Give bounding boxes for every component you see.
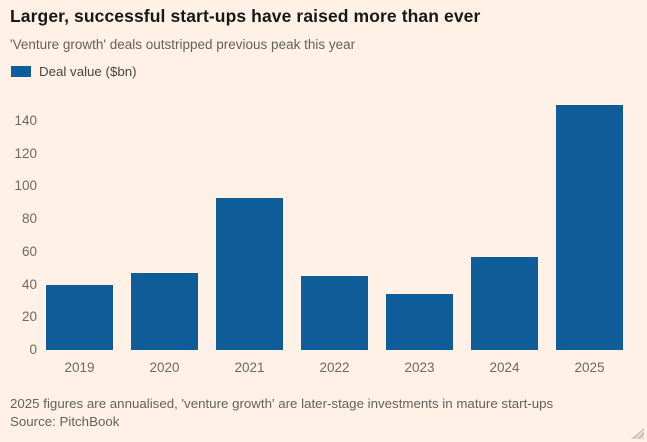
y-tick-label: 120 (14, 145, 37, 161)
x-tick-label-2025: 2025 (574, 360, 605, 375)
x-tick-label-2021: 2021 (234, 360, 265, 375)
bar-2025 (556, 104, 623, 350)
x-tick-label-2023: 2023 (404, 360, 435, 375)
chart-source: Source: PitchBook (10, 414, 120, 429)
chart-footnote: 2025 figures are annualised, 'venture gr… (10, 396, 554, 411)
y-tick-label: 100 (14, 178, 37, 194)
bar-2023 (386, 294, 453, 350)
chart-subtitle: 'Venture growth' deals outstripped previ… (10, 37, 356, 52)
y-tick-label: 40 (21, 276, 37, 292)
bar-2021 (216, 197, 283, 350)
y-tick-label: 80 (21, 211, 37, 227)
bar-2020 (131, 273, 198, 350)
y-tick-label: 140 (14, 113, 37, 128)
bar-2024 (471, 256, 538, 350)
legend-label: Deal value ($bn) (39, 64, 137, 79)
resize-grip-icon[interactable] (631, 428, 644, 439)
y-tick-label: 60 (21, 243, 37, 259)
legend: Deal value ($bn) (11, 64, 137, 79)
bar-2022 (301, 276, 368, 350)
x-tick-label-2024: 2024 (489, 360, 520, 375)
y-tick-label: 20 (21, 309, 37, 325)
chart-title: Larger, successful start-ups have raised… (10, 6, 481, 26)
bar-2019 (46, 284, 113, 350)
x-tick-label-2020: 2020 (149, 360, 180, 375)
legend-swatch-icon (11, 66, 31, 77)
x-tick-label-2019: 2019 (64, 360, 95, 375)
y-tick-label: 0 (29, 342, 37, 357)
x-tick-label-2022: 2022 (319, 360, 350, 375)
